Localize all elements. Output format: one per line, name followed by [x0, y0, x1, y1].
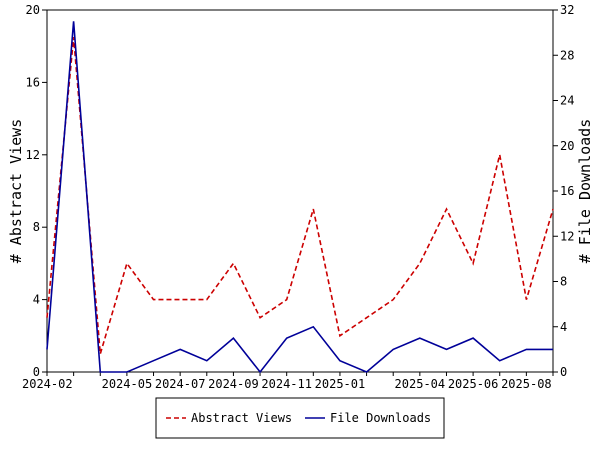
x-tick-label: 2024-02 — [22, 377, 73, 391]
plot-frame — [46, 9, 554, 373]
y-right-tick-label: 20 — [560, 139, 574, 153]
y-right-tick-label: 28 — [560, 48, 574, 62]
x-tick-label: 2025-01 — [315, 377, 366, 391]
x-tick-label: 2024-11 — [261, 377, 312, 391]
y-right-tick-label: 12 — [560, 229, 574, 243]
x-tick-label: 2025-06 — [448, 377, 499, 391]
y-right-tick-label: 4 — [560, 320, 567, 334]
y-left-tick-label: 0 — [33, 365, 40, 379]
legend-label-abstract-views: Abstract Views — [191, 411, 292, 425]
y-right-tick-label: 32 — [560, 3, 574, 17]
x-tick-label: 2024-09 — [208, 377, 259, 391]
y-right-tick-label: 0 — [560, 365, 567, 379]
y-right-axis-title: # File Downloads — [576, 119, 594, 264]
y-left-tick-label: 20 — [26, 3, 40, 17]
y-right-tick-label: 24 — [560, 94, 574, 108]
y-left-tick-label: 8 — [33, 220, 40, 234]
legend-label-file-downloads: File Downloads — [330, 411, 431, 425]
series-line-abstract-views — [46, 37, 554, 355]
y-left-tick-label: 4 — [33, 293, 40, 307]
series-line-file-downloads — [46, 21, 553, 374]
x-tick-label: 2025-08 — [501, 377, 552, 391]
legend-box — [155, 397, 445, 439]
x-tick-label: 2024-07 — [155, 377, 206, 391]
y-left-tick-label: 16 — [26, 75, 40, 89]
x-tick-label: 2025-04 — [395, 377, 446, 391]
y-left-tick-label: 12 — [26, 148, 40, 162]
y-right-tick-label: 16 — [560, 184, 574, 198]
y-left-axis-title: # Abstract Views — [7, 119, 25, 264]
x-tick-label: 2024-05 — [102, 377, 153, 391]
y-right-tick-label: 8 — [560, 275, 567, 289]
